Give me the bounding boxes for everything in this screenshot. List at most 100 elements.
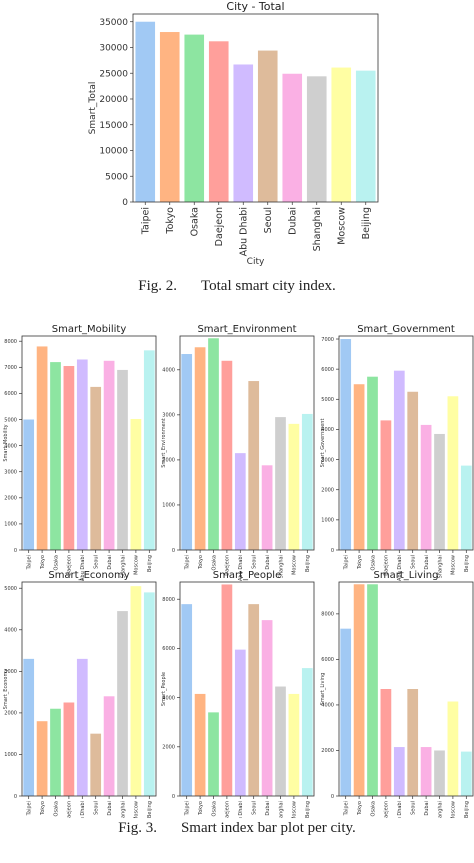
x-axis-label: City — [247, 257, 265, 267]
plot-frame — [338, 581, 474, 797]
x-tick-label: Beijing — [464, 801, 470, 818]
x-tick-label: Moscow — [451, 801, 457, 818]
bar-shanghai — [275, 417, 286, 550]
bar-abu-dhabi — [393, 370, 405, 550]
x-tick-label: Daejeon — [67, 801, 73, 818]
x-tick-label: Seoul — [251, 801, 257, 815]
bar-abu-dhabi — [234, 649, 246, 796]
x-tick-label: Shanghai — [120, 801, 126, 818]
y-tick-label: 0 — [172, 794, 175, 800]
x-tick-label: Seoul — [263, 207, 274, 233]
x-tick-label: Moscow — [451, 555, 457, 575]
x-tick-label: Dubai — [265, 555, 271, 570]
bar-dubai — [261, 465, 273, 550]
bar-taipei — [135, 21, 156, 202]
y-tick-label: 7000 — [321, 337, 334, 343]
y-tick-label: 0 — [122, 198, 128, 208]
x-tick-label: Tokyo — [40, 801, 46, 816]
x-tick-label: Taipei — [343, 555, 349, 570]
y-tick-label: 2000 — [4, 711, 17, 717]
bar-dubai — [420, 424, 432, 550]
x-tick-label: Daejeon — [225, 801, 231, 818]
y-tick-label: 35000 — [99, 18, 128, 28]
x-tick-label: Beijing — [305, 801, 311, 818]
smart-index-subplot-grid: Smart_Mobility 0 1000 2000 3000 4000 5000 6000 7… — [3, 324, 474, 818]
x-tick-label: Abu Dhabi — [238, 555, 244, 581]
y-tick-label: 1000 — [162, 503, 175, 509]
bar-osaka — [367, 584, 378, 796]
bar-moscow — [447, 701, 459, 796]
y-tick-label: 6000 — [321, 367, 334, 373]
bar-osaka — [50, 362, 61, 550]
chart-1: Smart_Mobility 0 1000 2000 3000 4000 5000 6000 7… — [3, 324, 157, 581]
plot-frame — [132, 13, 379, 203]
y-tick-label: 2000 — [162, 745, 175, 751]
bar-abu-dhabi — [76, 359, 88, 550]
x-tick-label: Osaka — [211, 801, 217, 816]
x-tick-label: Seoul — [251, 555, 257, 569]
y-tick-label: 25000 — [99, 69, 128, 79]
x-tick-label: Moscow — [292, 555, 298, 575]
x-tick-label: Shanghai — [278, 801, 284, 818]
chart-0: City - Total 0 5000 10000 15000 20000 25000 300… — [88, 0, 379, 267]
x-tick-label: Abu Dhabi — [397, 555, 403, 581]
y-tick-label: 4000 — [162, 368, 175, 374]
bar-tokyo — [353, 584, 365, 796]
figure-2-number: Fig. 2. — [138, 278, 177, 294]
chart-3: Smart_Government 0 1000 2000 3000 4000 5000 600… — [320, 324, 474, 581]
x-tick-label: Moscow — [134, 801, 140, 818]
bar-dubai — [261, 620, 273, 796]
bar-osaka — [50, 708, 61, 796]
x-tick-label: Tokyo — [40, 555, 46, 570]
y-axis-label: Smart_Environment — [161, 418, 167, 468]
bar-abu-dhabi — [76, 658, 88, 796]
bar-osaka — [208, 338, 219, 550]
x-tick-label: Beijing — [464, 555, 470, 572]
x-tick-label: Daejeon — [384, 801, 390, 818]
x-tick-label: Shanghai — [312, 207, 323, 251]
x-tick-label: Moscow — [292, 801, 298, 818]
x-tick-label: Tokyo — [165, 207, 176, 235]
bar-taipei — [181, 604, 193, 796]
plot-frame — [179, 581, 315, 797]
y-tick-label: 0 — [14, 548, 17, 554]
x-tick-label: Daejeon — [67, 555, 73, 576]
bar-beijing — [460, 751, 472, 796]
x-tick-label: Osaka — [211, 555, 217, 570]
x-tick-label: Tokyo — [198, 555, 204, 570]
x-tick-label: Taipei — [343, 801, 349, 816]
y-tick-label: 5000 — [321, 397, 334, 403]
y-tick-label: 4000 — [4, 628, 17, 634]
x-tick-label: Osaka — [189, 207, 200, 236]
x-tick-label: Taipei — [140, 207, 151, 235]
bar-beijing — [355, 70, 376, 202]
x-tick-label: Seoul — [93, 801, 99, 815]
bar-beijing — [143, 592, 155, 796]
bar-dubai — [103, 696, 115, 796]
x-tick-label: Abu Dhabi — [238, 801, 244, 818]
y-tick-label: 15000 — [99, 121, 128, 131]
bar-dubai — [282, 73, 303, 202]
y-tick-label: 3000 — [4, 669, 17, 675]
x-tick-label: Shanghai — [437, 801, 443, 818]
bar-taipei — [23, 419, 35, 550]
bar-beijing — [460, 465, 472, 550]
bar-abu-dhabi — [393, 747, 405, 796]
bar-abu-dhabi — [234, 453, 246, 550]
bar-moscow — [288, 423, 300, 550]
x-tick-label: Shanghai — [278, 555, 284, 578]
bar-osaka — [184, 34, 205, 203]
bar-seoul — [407, 391, 419, 550]
x-tick-label: Daejeon — [384, 555, 390, 576]
y-tick-label: 8000 — [321, 612, 334, 618]
bar-moscow — [288, 693, 300, 796]
x-tick-label: Tokyo — [198, 801, 204, 816]
y-tick-label: 2000 — [321, 748, 334, 754]
bar-beijing — [143, 350, 155, 550]
x-tick-label: Beijing — [361, 207, 372, 239]
x-tick-label: Taipei — [26, 801, 32, 816]
x-tick-label: Seoul — [410, 801, 416, 815]
x-tick-label: Seoul — [93, 555, 99, 569]
bar-taipei — [23, 658, 35, 796]
figure-3-number: Fig. 3. — [118, 820, 157, 836]
